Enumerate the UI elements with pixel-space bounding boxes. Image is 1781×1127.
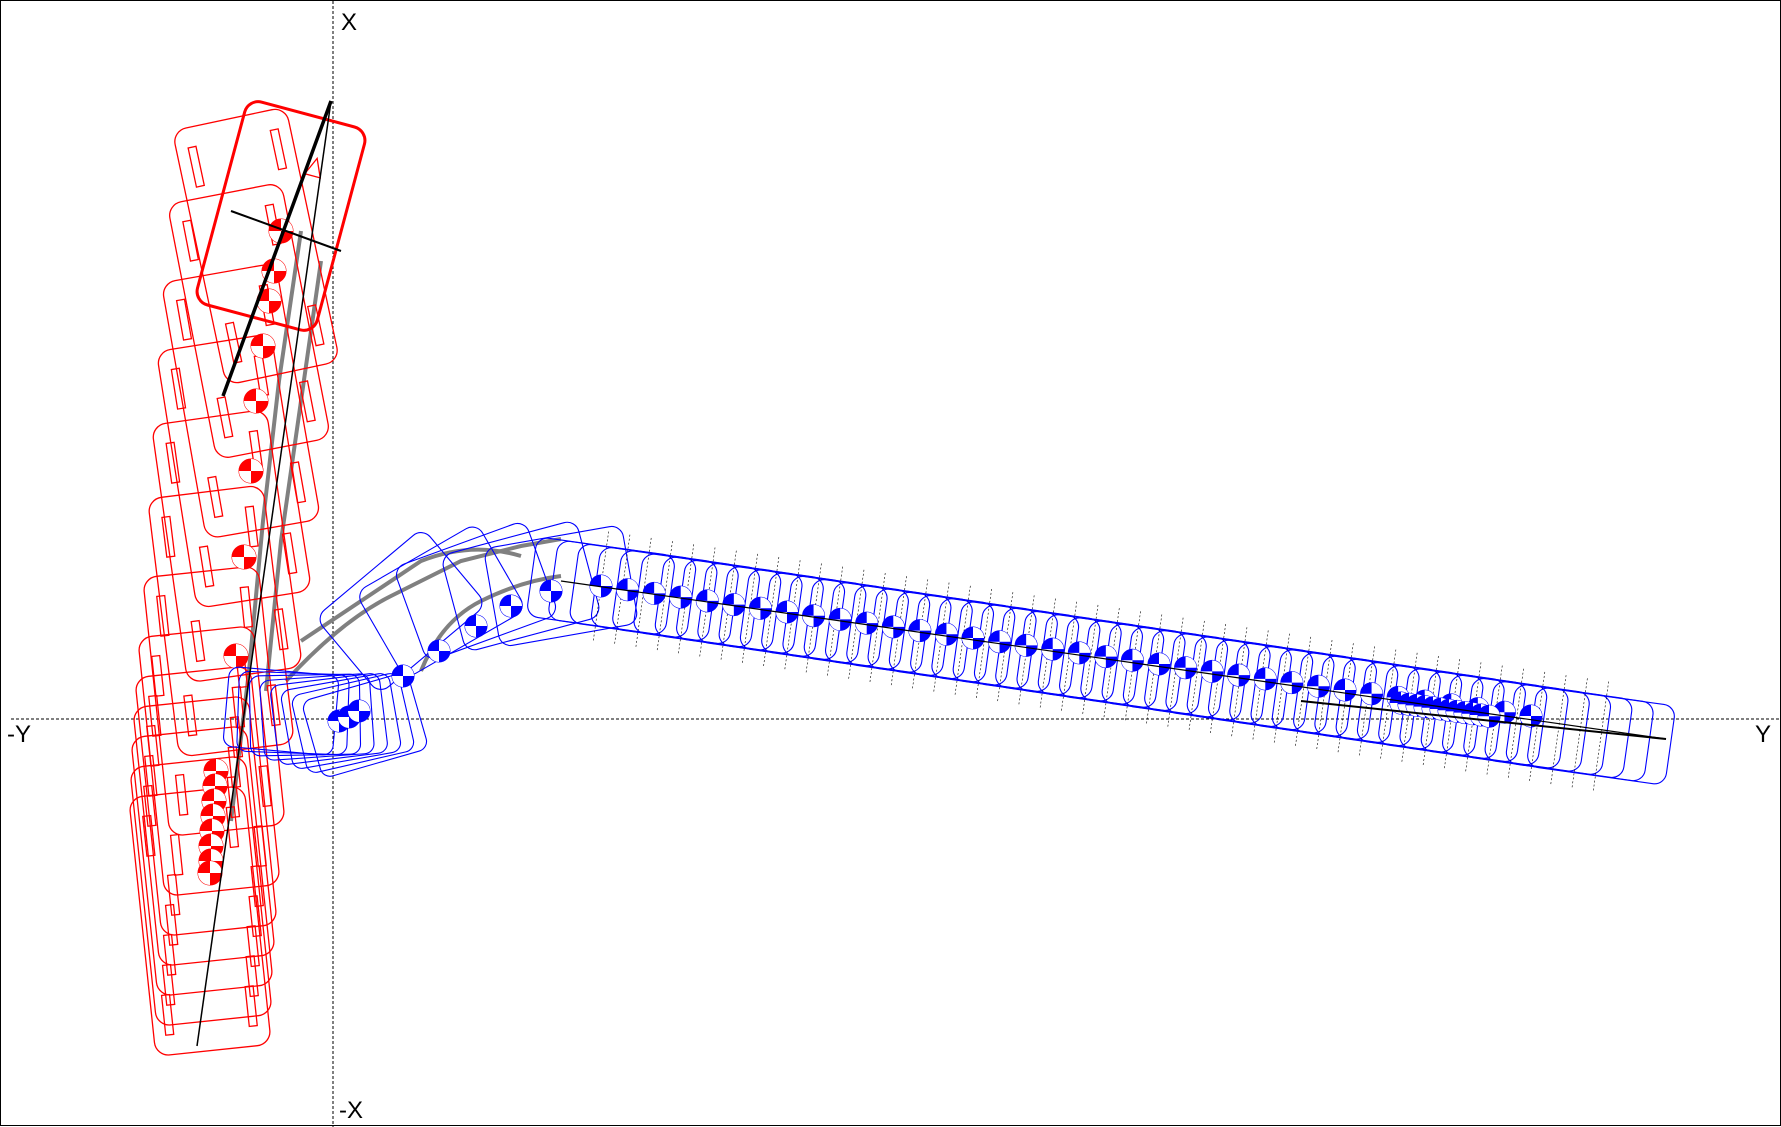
vehicle-1-footprint — [157, 334, 311, 608]
y-axis-positive-label: Y — [1755, 721, 1772, 748]
vehicle-1-red-markers — [197, 218, 294, 886]
vehicle-2-footprint — [1527, 681, 1675, 791]
vehicle-2-footprint — [270, 673, 388, 765]
vehicle-2-footprint — [1122, 620, 1271, 730]
vehicle-2-marker — [961, 626, 985, 650]
vehicle-2-footprint — [1229, 636, 1378, 746]
vehicle-1-footprint — [152, 410, 302, 682]
vehicle-2-heading-line-bold — [1300, 700, 1667, 740]
vehicle-2-footprint — [803, 572, 952, 682]
x-axis-positive-label: X — [341, 9, 358, 36]
vehicle-2-marker — [1147, 652, 1171, 676]
vehicle-2-footprint — [484, 525, 638, 647]
vehicle-2-marker — [988, 630, 1012, 654]
vehicle-2-footprint — [302, 673, 428, 777]
vehicle-1-cross-line — [230, 210, 342, 252]
vehicle-2-marker — [695, 589, 719, 613]
vehicle-2-marker — [1174, 656, 1198, 680]
vehicle-2-marker — [1067, 641, 1091, 665]
vehicle-2-marker — [642, 581, 666, 605]
vehicle-2-marker — [1253, 667, 1277, 691]
vehicle-1-marker — [250, 333, 276, 359]
vehicle-1-marker — [231, 544, 257, 570]
vehicle-2-marker — [347, 699, 371, 723]
vehicle-2-marker — [828, 607, 852, 631]
vehicle-2-footprint — [1016, 604, 1165, 714]
vehicle-2-marker — [748, 596, 772, 620]
vehicle-1-heading-line — [196, 100, 332, 1047]
vehicle-2-marker — [1200, 659, 1224, 683]
vehicle-2-marker — [1041, 637, 1065, 661]
vehicle-2-marker — [464, 614, 488, 638]
vehicle-2-marker — [1360, 682, 1384, 706]
vehicle-2-marker — [1094, 645, 1118, 669]
vehicle-2-footprint — [910, 588, 1058, 698]
vehicle-1-footprint — [135, 666, 277, 936]
vehicle-2-marker — [1280, 671, 1304, 695]
y-axis-negative-label: -Y — [7, 721, 31, 748]
vehicle-2-footprint — [359, 526, 523, 676]
vehicle-2-marker — [427, 639, 451, 663]
vehicle-2-marker — [1227, 663, 1251, 687]
vehicle-2-marker — [1306, 674, 1330, 698]
vehicle-2-footprint — [291, 673, 415, 773]
vehicle-1-marker — [197, 860, 223, 886]
vehicle-2-marker — [669, 585, 693, 609]
vehicle-2-footprint — [1505, 678, 1654, 788]
vehicle-2-marker — [1120, 648, 1144, 672]
vehicle-1-marker — [243, 388, 269, 414]
vehicle-2-marker — [1014, 633, 1038, 657]
vehicle-2-footprint — [395, 522, 557, 660]
vehicle-2-marker — [934, 622, 958, 646]
vehicle-2-heading-line — [560, 580, 1667, 740]
vehicle-2-footprint — [1484, 675, 1633, 785]
vehicle-2-marker — [616, 578, 640, 602]
vehicle-2-footprint — [442, 521, 600, 651]
vehicle-2-marker — [775, 600, 799, 624]
vehicle-2-blue-markers — [327, 574, 1543, 733]
vehicle-1-red-footprints — [129, 100, 367, 1056]
vehicle-1-marker — [223, 643, 249, 669]
vehicle-2-marker — [499, 594, 523, 618]
vehicle-1-marker — [256, 288, 282, 314]
vehicle-2-marker — [589, 574, 613, 598]
vehicle-1-current-outline — [195, 100, 367, 332]
vehicle-2-marker — [881, 615, 905, 639]
vehicle-1-marker — [238, 458, 264, 484]
vehicle-1-heading-line-bold — [221, 100, 333, 397]
vehicle-2-marker — [855, 611, 879, 635]
vehicle-2-marker — [391, 664, 415, 688]
vehicle-2-marker — [1333, 678, 1357, 702]
x-axis-negative-label: -X — [339, 1097, 363, 1124]
vehicle-2-marker — [1477, 704, 1501, 728]
vehicle-1-footprint — [129, 786, 271, 1056]
vehicle-2-footprint — [259, 673, 375, 761]
vehicle-2-marker — [539, 579, 563, 603]
vehicle-2-footprint — [280, 673, 402, 769]
vehicle-2-marker — [908, 619, 932, 643]
